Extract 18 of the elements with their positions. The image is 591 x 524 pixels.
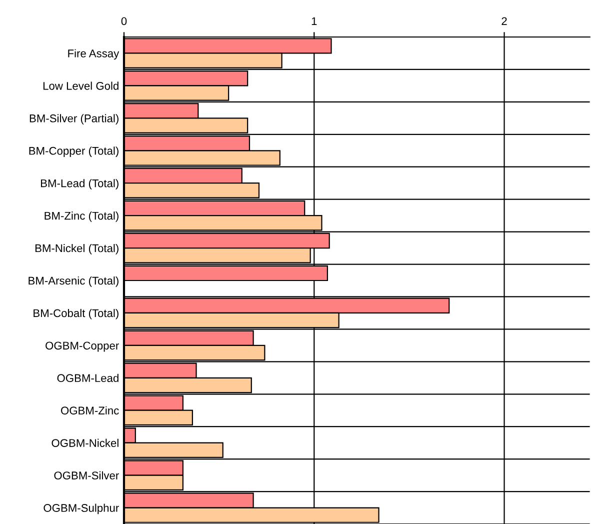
y-tick-label: BM-Arsenic (Total) [28, 276, 118, 287]
y-tick-label: BM-Silver (Partial) [30, 114, 118, 124]
y-tick-label: BM-Lead (Total) [41, 179, 118, 190]
y-tick-label: BM-Nickel (Total) [35, 244, 118, 254]
x-tick-label: 1 [312, 17, 317, 25]
y-tick-label: OGBM-Nickel [52, 438, 118, 447]
y-tick-label: OGBM-Zinc [61, 406, 119, 414]
y-tick-label: OGBM-Sulphur [44, 504, 119, 514]
y-tick-label: OGBM-Silver [54, 471, 119, 480]
y-tick-label: OGBM-Copper [46, 342, 119, 352]
y-tick-label: Fire Assay [68, 49, 120, 60]
y-tick-label: OGBM-Lead [57, 374, 118, 382]
x-tick-label: 2 [502, 17, 507, 25]
x-tick-label: 0 [121, 17, 127, 26]
y-tick-label: Low Level Gold [43, 82, 118, 90]
y-tick-label: BM-Copper (Total) [29, 146, 118, 157]
y-tick-label: BM-Cobalt (Total) [34, 308, 118, 320]
y-tick-label: BM-Zinc (Total) [44, 212, 118, 222]
